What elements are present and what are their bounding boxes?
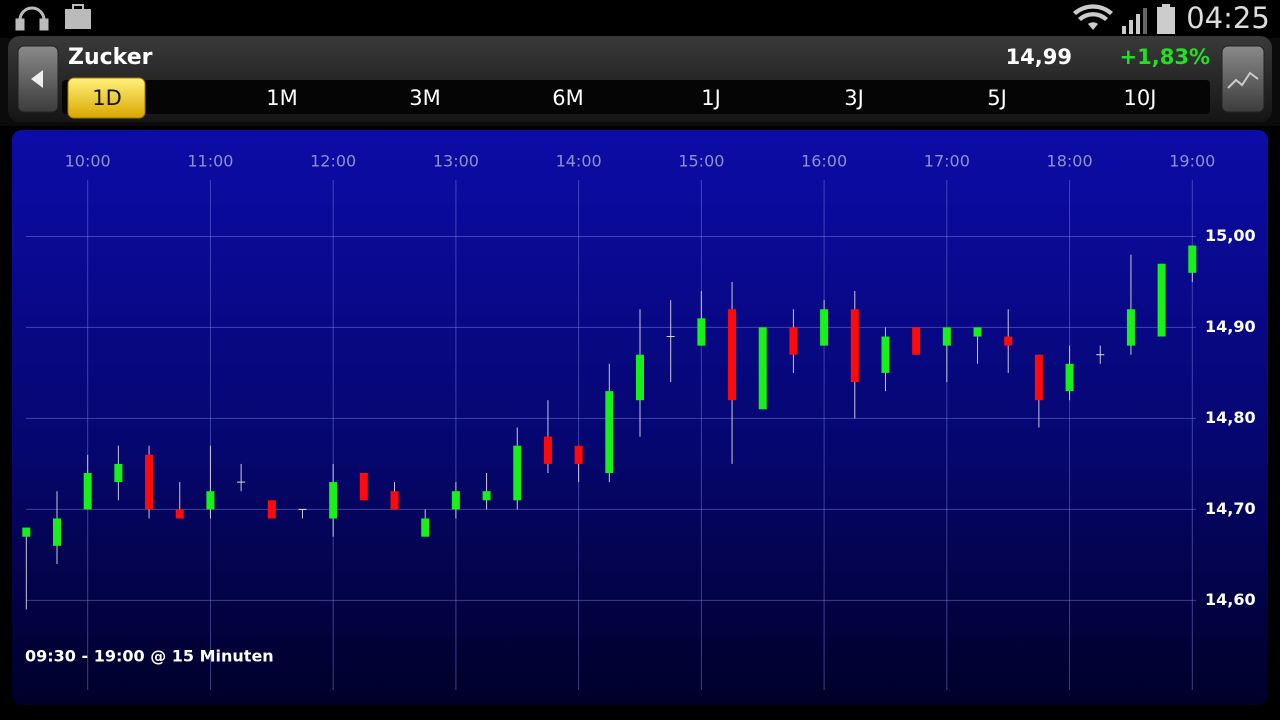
back-button[interactable] bbox=[17, 45, 59, 113]
candle-body bbox=[820, 309, 829, 346]
tab[interactable]: 3J bbox=[844, 86, 864, 110]
x-tick-label: 15:00 bbox=[678, 152, 724, 171]
candle-body bbox=[574, 445, 583, 464]
candle-body bbox=[145, 454, 154, 510]
tab[interactable]: 3M bbox=[409, 86, 440, 110]
y-tick-label: 14,60 bbox=[1205, 590, 1256, 609]
clock: 04:25 bbox=[1186, 1, 1270, 35]
candle-body bbox=[206, 491, 215, 510]
candle-body bbox=[912, 327, 921, 355]
candle-body bbox=[390, 491, 399, 510]
x-tick-label: 18:00 bbox=[1047, 152, 1093, 171]
wifi-icon bbox=[1073, 4, 1113, 30]
tab[interactable]: 1J bbox=[701, 86, 721, 110]
tab-label: 3J bbox=[844, 86, 864, 110]
candle-body bbox=[329, 482, 338, 519]
candle-body bbox=[83, 472, 92, 510]
candle-body bbox=[728, 309, 737, 401]
candle-body bbox=[451, 491, 460, 510]
footnote: 09:30 - 19:00 @ 15 Minuten bbox=[25, 647, 274, 666]
status-bar bbox=[0, 0, 1280, 38]
tab-label: 3M bbox=[409, 86, 440, 110]
candle-body bbox=[1157, 263, 1166, 337]
tab-label: 5J bbox=[987, 86, 1007, 110]
x-tick-label: 13:00 bbox=[433, 152, 479, 171]
candle-body bbox=[942, 327, 951, 346]
x-tick-label: 12:00 bbox=[310, 152, 356, 171]
price: 14,99 bbox=[1006, 45, 1072, 69]
tab[interactable]: 1D bbox=[67, 77, 146, 119]
candle-body bbox=[1004, 336, 1013, 346]
tab[interactable]: 10J bbox=[1124, 86, 1157, 110]
tab-highlight bbox=[67, 77, 146, 119]
chart-type-button[interactable] bbox=[1221, 45, 1265, 113]
candle-body bbox=[267, 500, 276, 519]
candle-body bbox=[881, 336, 890, 373]
candle-body bbox=[114, 463, 123, 483]
y-tick-label: 14,70 bbox=[1205, 499, 1256, 518]
x-tick-label: 14:00 bbox=[556, 152, 602, 171]
signal-icon bbox=[1122, 8, 1147, 34]
y-tick-label: 14,80 bbox=[1205, 408, 1256, 427]
candle-body bbox=[605, 391, 614, 473]
candle-body bbox=[850, 309, 859, 383]
y-tick-label: 14,90 bbox=[1205, 317, 1256, 336]
candle-body bbox=[1188, 245, 1197, 273]
candle-body bbox=[1126, 309, 1135, 346]
candle-body bbox=[175, 509, 184, 519]
change: +1,83% bbox=[1120, 45, 1210, 69]
candle-body bbox=[482, 491, 491, 501]
candle-body bbox=[1034, 354, 1043, 401]
briefcase-icon bbox=[65, 4, 91, 29]
candle-body bbox=[513, 445, 522, 501]
tab[interactable]: 5J bbox=[987, 86, 1007, 110]
y-tick-label: 15,00 bbox=[1205, 226, 1256, 245]
instrument-name: Zucker bbox=[68, 45, 153, 70]
candle-body bbox=[636, 354, 644, 401]
candle-body bbox=[421, 518, 430, 537]
tab-label: 6M bbox=[552, 86, 583, 110]
battery-icon bbox=[1157, 4, 1175, 34]
headphone-icon bbox=[15, 6, 49, 31]
tab[interactable]: 1M bbox=[266, 86, 297, 110]
candle-body bbox=[53, 518, 62, 546]
candle-body bbox=[758, 327, 767, 410]
x-tick-label: 19:00 bbox=[1169, 152, 1215, 171]
tab-bar bbox=[62, 80, 1210, 114]
candle-body bbox=[1065, 363, 1074, 392]
x-tick-label: 16:00 bbox=[801, 152, 847, 171]
x-tick-label: 10:00 bbox=[65, 152, 111, 171]
tab[interactable]: 6M bbox=[552, 86, 583, 110]
candle-body bbox=[697, 318, 706, 346]
candle-body bbox=[543, 436, 552, 464]
candle-body bbox=[973, 327, 982, 337]
candle-body bbox=[359, 472, 368, 501]
candle-body bbox=[22, 527, 31, 537]
tab-label: 10J bbox=[1124, 86, 1157, 110]
tab-label: 1D bbox=[92, 86, 122, 110]
x-tick-label: 11:00 bbox=[187, 152, 233, 171]
tab-label: 1J bbox=[701, 86, 721, 110]
candle-body bbox=[789, 327, 798, 355]
tab-label: 1M bbox=[266, 86, 297, 110]
x-tick-label: 17:00 bbox=[924, 152, 970, 171]
